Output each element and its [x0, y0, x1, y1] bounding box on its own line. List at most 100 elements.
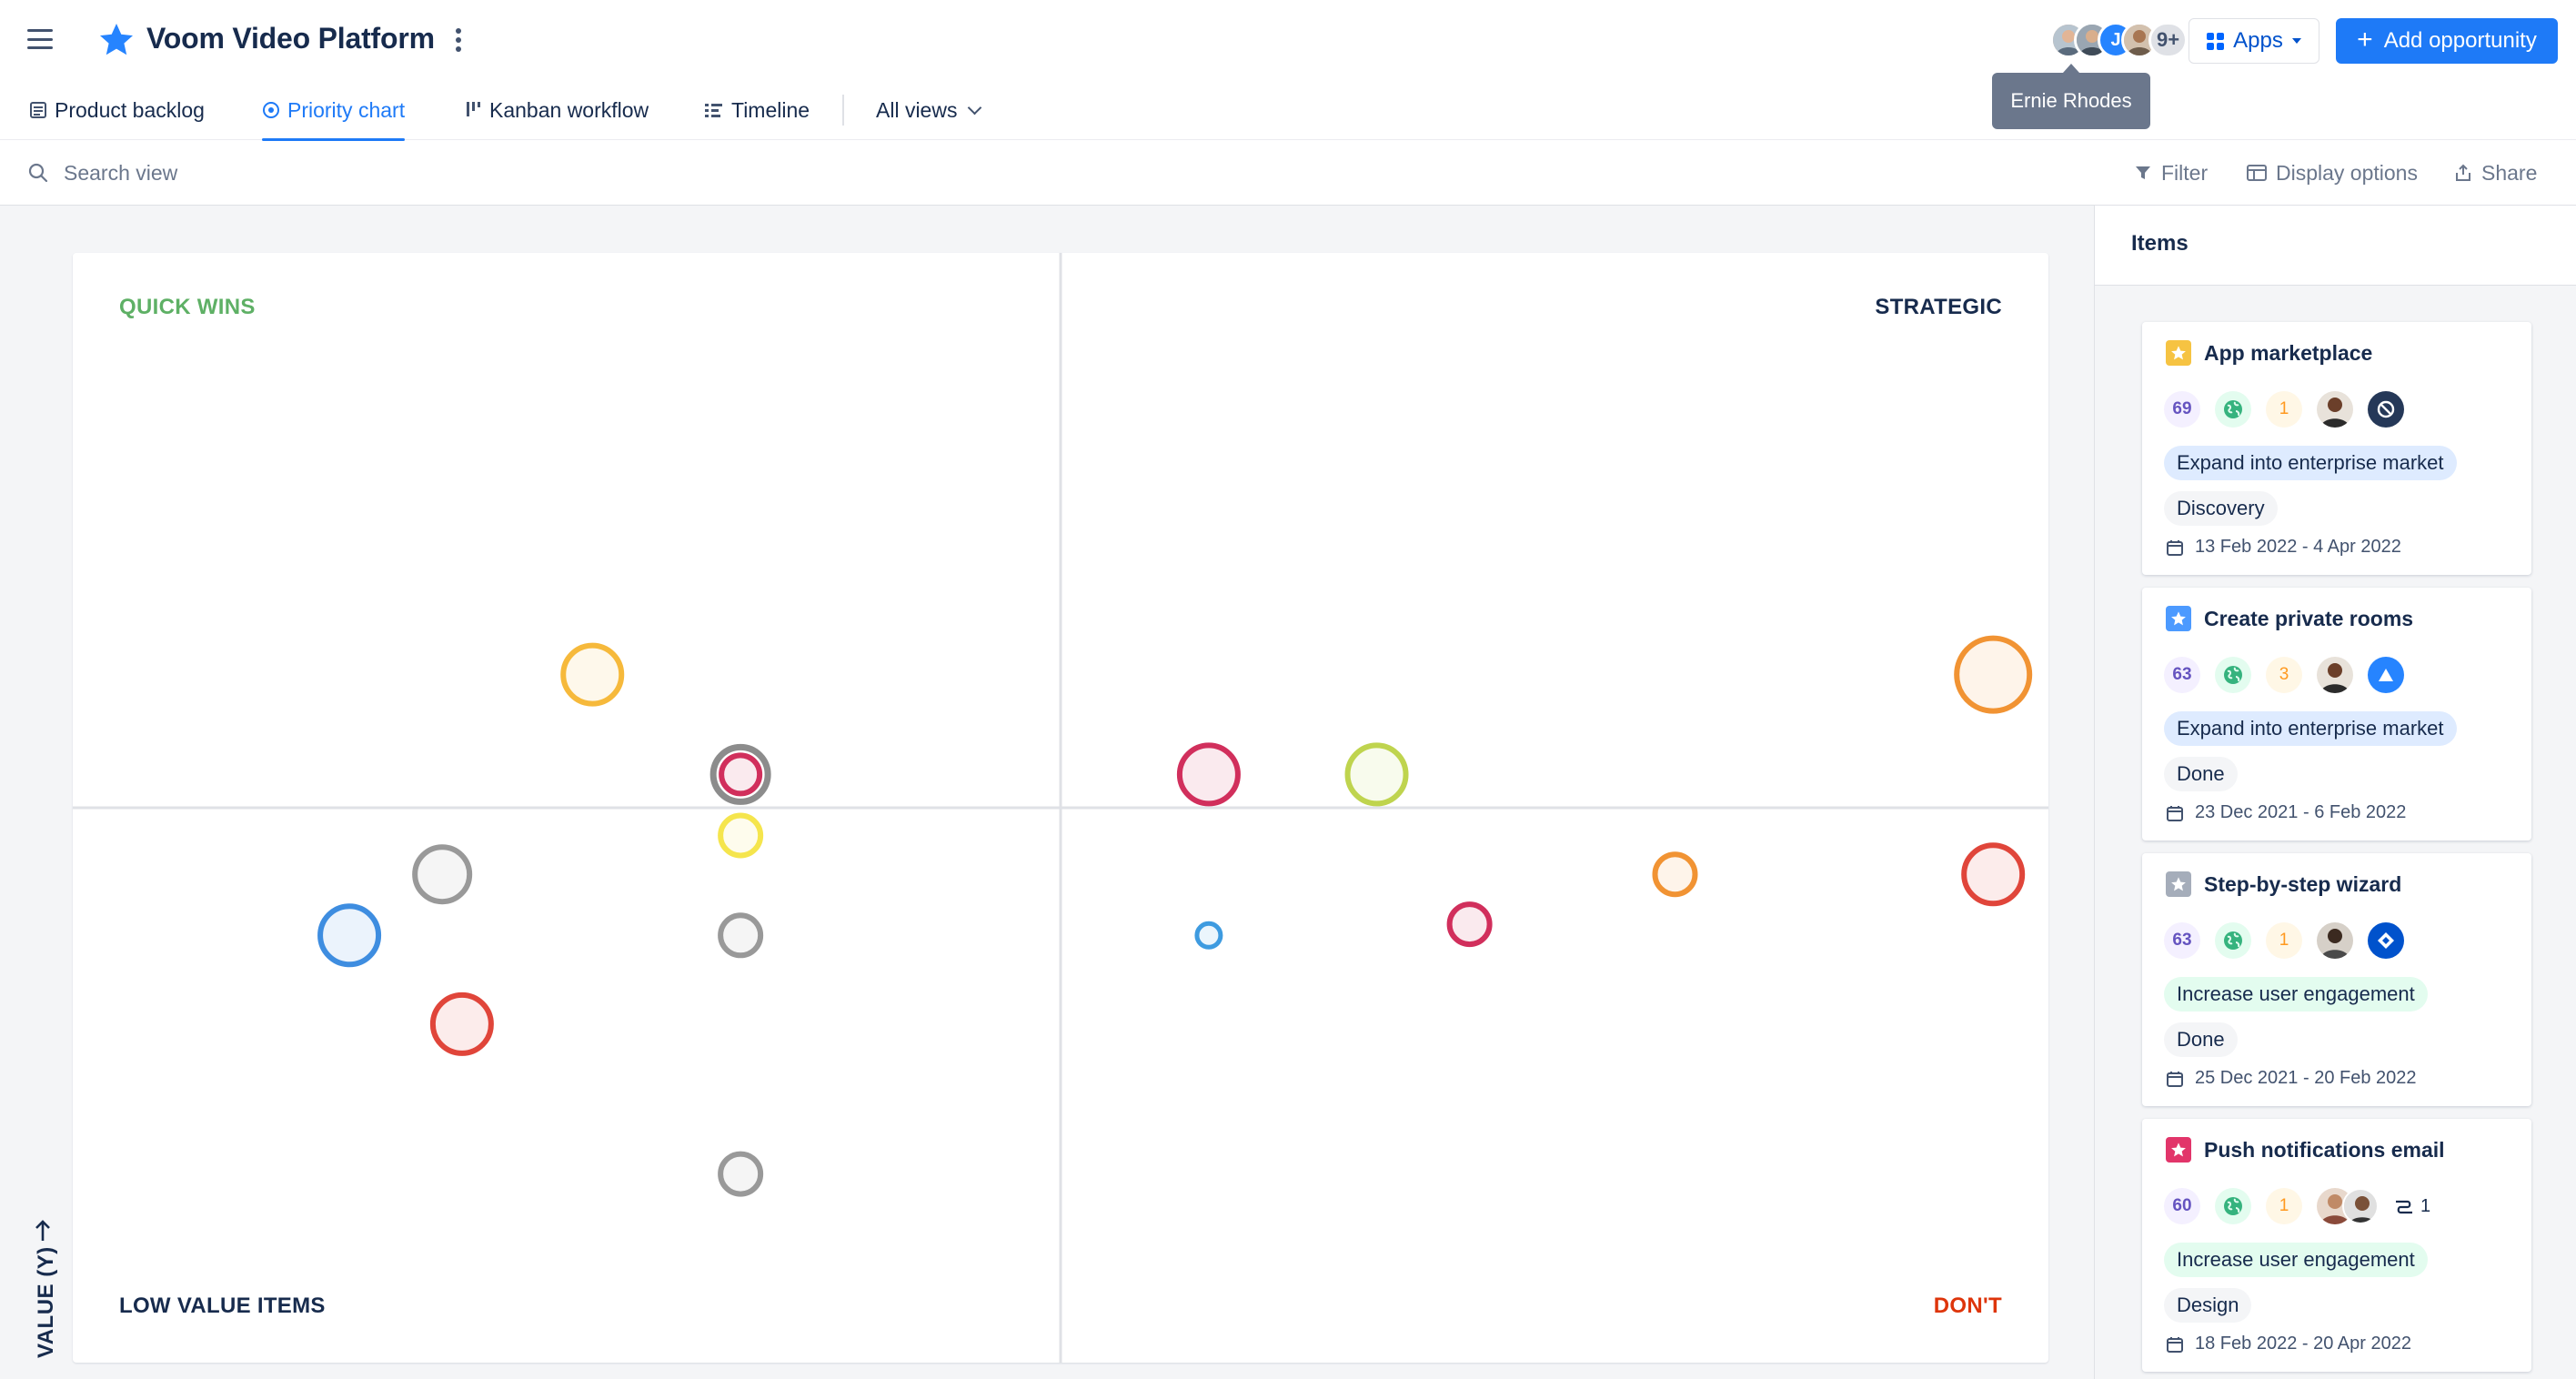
item-card[interactable]: Step-by-step wizard 63 1 Increase user e…: [2142, 853, 2531, 1106]
scatter-point[interactable]: [1961, 842, 2026, 907]
triangle-logo-icon: [2368, 657, 2404, 693]
scatter-point[interactable]: [1194, 921, 1223, 950]
tab-kanban-workflow[interactable]: Kanban workflow: [466, 80, 649, 140]
assignee-avatar: [2317, 391, 2353, 428]
filter-label: Filter: [2161, 160, 2209, 185]
goal-tag: Increase user engagement: [2164, 977, 2428, 1012]
item-title: Push notifications email: [2204, 1137, 2445, 1162]
star-icon: [2166, 871, 2191, 897]
tab-product-backlog[interactable]: Product backlog: [29, 80, 205, 140]
date-range: 25 Dec 2021 - 20 Feb 2022: [2195, 1068, 2417, 1088]
arrow-up-icon: [35, 1220, 50, 1241]
tab-timeline[interactable]: Timeline: [704, 80, 810, 140]
scatter-point[interactable]: [317, 903, 382, 968]
items-panel-header: Items: [2095, 206, 2576, 286]
quadrant-label-quick-wins: QUICK WINS: [119, 295, 256, 319]
target-icon: [263, 102, 279, 118]
tab-label: Priority chart: [287, 97, 406, 122]
scatter-point[interactable]: [1446, 901, 1493, 948]
status-tag: Done: [2164, 1022, 2238, 1057]
item-title: Step-by-step wizard: [2204, 871, 2402, 896]
search-input[interactable]: [64, 155, 609, 191]
assignee-avatar: [2317, 657, 2353, 693]
item-card[interactable]: App marketplace 69 1 Expand into enterpr…: [2142, 322, 2531, 575]
avatars-overflow-count[interactable]: 9+: [2148, 22, 2189, 58]
list-icon: [30, 102, 46, 118]
linked-count: 1: [2420, 1195, 2431, 1216]
goal-tag: Expand into enterprise market: [2164, 446, 2457, 480]
score-badge: 63: [2164, 657, 2200, 693]
item-card[interactable]: Create private rooms 63 3 Expand into en…: [2142, 588, 2531, 840]
timeline-icon: [705, 104, 722, 117]
filter-button[interactable]: Filter: [2134, 140, 2208, 206]
scatter-point[interactable]: [560, 642, 625, 707]
quadrant-label-dont: DON'T: [1933, 1293, 2002, 1318]
apps-label: Apps: [2233, 28, 2283, 53]
scatter-point[interactable]: [1176, 742, 1241, 807]
calendar-icon: [2167, 539, 2183, 556]
linked-items: 1: [2393, 1196, 2430, 1217]
search-icon: [28, 163, 48, 183]
linked-items-icon: [2396, 1200, 2412, 1214]
priority-matrix-plot: [73, 253, 2048, 1363]
filter-icon: [2136, 166, 2150, 179]
assignee-avatar: [2342, 1188, 2379, 1224]
collaborator-avatars[interactable]: J 9+: [2050, 20, 2189, 60]
globe-icon: [2215, 657, 2251, 693]
item-title: App marketplace: [2204, 340, 2373, 365]
kanban-icon: [467, 102, 480, 116]
diamond-logo-icon: [2368, 922, 2404, 959]
top-header: Voom Video Platform J 9+ Ernie Rhodes Ap…: [0, 0, 2576, 129]
item-card[interactable]: Push notifications email 60 1 1 Increase…: [2142, 1119, 2531, 1372]
project-star-icon: [100, 24, 133, 55]
items-panel: Items App marketplace 69 1 Expand into e…: [2094, 206, 2576, 1379]
view-tabs: Product backlog Priority chart Kanban wo…: [0, 80, 2576, 141]
tab-label: Kanban workflow: [489, 97, 649, 122]
add-opportunity-button[interactable]: + Add opportunity: [2336, 18, 2558, 64]
scatter-point[interactable]: [718, 912, 764, 959]
tab-all-views[interactable]: All views: [876, 80, 982, 140]
scatter-point[interactable]: [429, 991, 494, 1056]
calendar-icon: [2167, 805, 2183, 821]
scatter-point[interactable]: [1652, 851, 1698, 898]
tab-divider: [842, 95, 844, 126]
date-range: 13 Feb 2022 - 4 Apr 2022: [2195, 537, 2401, 557]
share-button[interactable]: Share: [2454, 140, 2537, 206]
chart-area: QUICK WINS STRATEGIC LOW VALUE ITEMS DON…: [0, 206, 2094, 1379]
points-layer: [317, 635, 2033, 1197]
status-tag: Design: [2164, 1288, 2252, 1323]
count-badge: 1: [2266, 391, 2302, 428]
date-range: 18 Feb 2022 - 20 Apr 2022: [2195, 1334, 2411, 1354]
display-options-button[interactable]: Display options: [2247, 140, 2418, 206]
globe-icon: [2215, 391, 2251, 428]
tab-priority-chart[interactable]: Priority chart: [262, 80, 406, 141]
more-options-icon[interactable]: [451, 25, 466, 55]
assignee-avatar: [2317, 922, 2353, 959]
scatter-point[interactable]: [718, 812, 764, 859]
tab-label: Product backlog: [55, 97, 205, 122]
star-icon: [2166, 340, 2191, 366]
hamburger-menu-icon[interactable]: [27, 25, 53, 53]
date-range: 23 Dec 2021 - 6 Feb 2022: [2195, 802, 2407, 822]
count-badge: 1: [2266, 1188, 2302, 1224]
score-badge: 69: [2164, 391, 2200, 428]
apps-button[interactable]: Apps: [2189, 18, 2319, 64]
score-badge: 60: [2164, 1188, 2200, 1224]
add-opportunity-label: Add opportunity: [2383, 28, 2537, 53]
plus-icon: +: [2357, 25, 2373, 55]
table-icon: [2247, 165, 2267, 181]
share-label: Share: [2481, 160, 2538, 185]
scatter-point[interactable]: [718, 1151, 764, 1197]
view-toolbar: Filter Display options Share: [0, 140, 2576, 206]
scatter-point[interactable]: [1954, 635, 2033, 714]
globe-icon: [2215, 1188, 2251, 1224]
scatter-point[interactable]: [719, 752, 763, 797]
score-badge: 63: [2164, 922, 2200, 959]
no-entry-logo-icon: [2368, 391, 2404, 428]
items-panel-title: Items: [2131, 231, 2189, 256]
scatter-point[interactable]: [412, 844, 473, 905]
item-title: Create private rooms: [2204, 606, 2414, 630]
star-icon: [2166, 1137, 2191, 1163]
count-badge: 3: [2266, 657, 2302, 693]
scatter-point[interactable]: [1344, 742, 1409, 807]
